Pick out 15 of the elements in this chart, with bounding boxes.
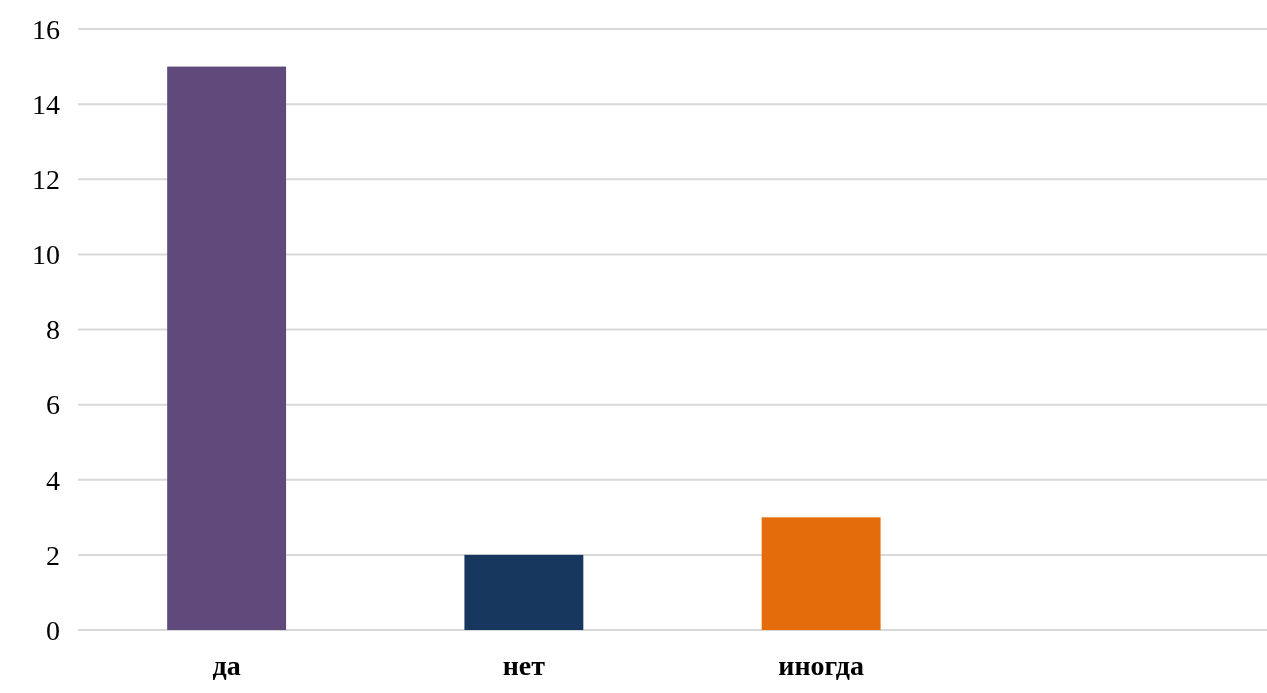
y-tick-label: 4 [46, 464, 60, 496]
y-tick-label: 2 [46, 539, 60, 571]
y-tick-label: 14 [32, 88, 60, 120]
y-tick-label: 8 [46, 314, 60, 346]
y-tick-label: 10 [32, 239, 60, 271]
bar [761, 517, 881, 630]
y-tick-label: 16 [32, 13, 60, 45]
y-tick-label: 0 [46, 614, 60, 646]
bar [167, 66, 287, 630]
bar [464, 554, 584, 630]
y-tick-label: 12 [32, 164, 60, 196]
x-tick-label: нет [502, 650, 546, 681]
x-tick-label: иногда [778, 650, 864, 681]
y-tick-label: 6 [46, 389, 60, 421]
x-tick-label: да [212, 650, 241, 681]
